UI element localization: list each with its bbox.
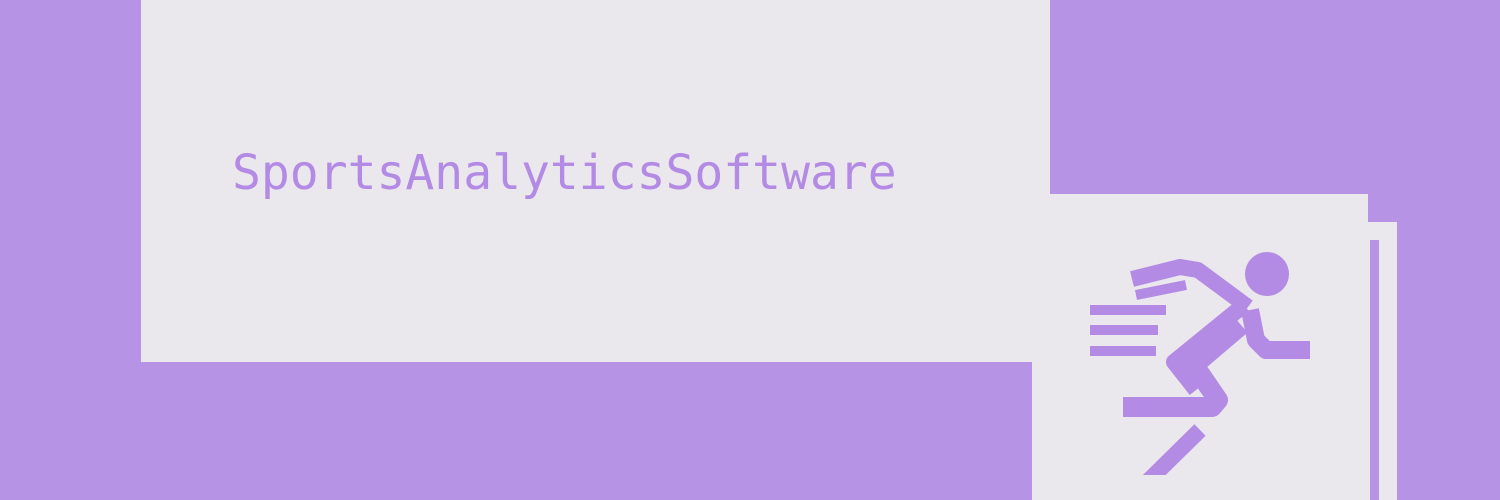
running-person-icon: [1090, 252, 1310, 475]
back-card-edge: [1370, 240, 1379, 500]
banner-title: SportsAnalyticsSoftware: [232, 145, 897, 201]
title-panel: [141, 0, 1050, 362]
